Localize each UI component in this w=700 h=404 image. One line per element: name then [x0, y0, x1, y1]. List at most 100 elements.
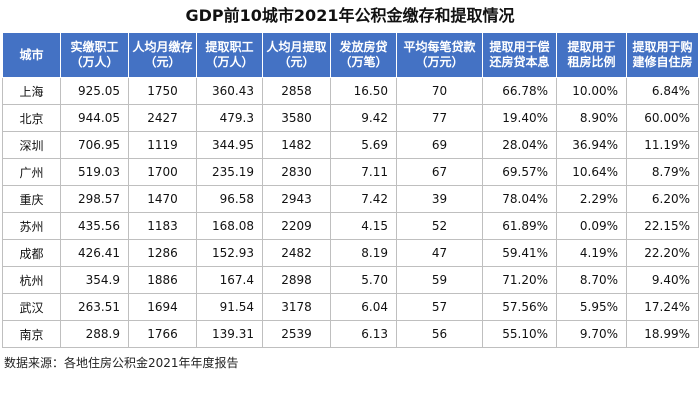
city-cell: 成都 [2, 239, 61, 267]
table-cell: 925.05 [60, 77, 129, 105]
table-cell: 60.00% [626, 104, 699, 132]
table-cell: 39 [396, 185, 483, 213]
table-cell: 70 [396, 77, 483, 105]
table-cell: 1694 [128, 293, 197, 321]
table-cell: 47 [396, 239, 483, 267]
table-cell: 96.58 [196, 185, 263, 213]
column-header: 城市 [2, 32, 61, 78]
table-cell: 3580 [262, 104, 331, 132]
table-cell: 11.19% [626, 131, 699, 159]
table-cell: 3178 [262, 293, 331, 321]
table-row: 苏州 435.56 1183 168.08 2209 4.15 52 61.89% 0.09% 2… [2, 212, 699, 240]
table-cell: 2427 [128, 104, 197, 132]
table-cell: 59.41% [482, 239, 557, 267]
table-cell: 139.31 [196, 320, 263, 348]
table-cell: 1750 [128, 77, 197, 105]
table-cell: 69 [396, 131, 483, 159]
column-header: 人均月提取 （元） [262, 32, 331, 78]
data-source-note: 数据来源：各地住房公积金2021年年度报告 [4, 356, 239, 370]
table-row: 广州 519.03 1700 235.19 2830 7.11 67 69.57% 10.64%… [2, 158, 699, 186]
table-cell: 344.95 [196, 131, 263, 159]
table-cell: 1700 [128, 158, 197, 186]
table-cell: 71.20% [482, 266, 557, 294]
table-header-row: 城市 实缴职工 （万人） 人均月缴存 （元） 提取职工 （万人） 人均月提取 （… [2, 32, 699, 78]
table-cell: 78.04% [482, 185, 557, 213]
table-body: 上海 925.05 1750 360.43 2858 16.50 70 66.78% 10.00… [2, 77, 699, 348]
table-cell: 360.43 [196, 77, 263, 105]
city-cell: 南京 [2, 320, 61, 348]
city-cell: 深圳 [2, 131, 61, 159]
column-header: 实缴职工 （万人） [60, 32, 129, 78]
table-cell: 4.19% [556, 239, 627, 267]
table-cell: 2858 [262, 77, 331, 105]
table-cell: 0.09% [556, 212, 627, 240]
table-cell: 9.40% [626, 266, 699, 294]
table-cell: 519.03 [60, 158, 129, 186]
table-cell: 7.11 [330, 158, 397, 186]
page-title: GDP前10城市2021年公积金缴存和提取情况 [185, 6, 515, 25]
table-cell: 8.70% [556, 266, 627, 294]
table-row: 成都 426.41 1286 152.93 2482 8.19 47 59.41% 4.19% 2… [2, 239, 699, 267]
table-cell: 1119 [128, 131, 197, 159]
table-cell: 22.20% [626, 239, 699, 267]
table-cell: 2898 [262, 266, 331, 294]
table-cell: 6.13 [330, 320, 397, 348]
table-cell: 2482 [262, 239, 331, 267]
city-cell: 杭州 [2, 266, 61, 294]
table-cell: 1766 [128, 320, 197, 348]
table-cell: 22.15% [626, 212, 699, 240]
table-cell: 9.42 [330, 104, 397, 132]
table-cell: 91.54 [196, 293, 263, 321]
table-cell: 10.00% [556, 77, 627, 105]
table-cell: 5.95% [556, 293, 627, 321]
table-cell: 1886 [128, 266, 197, 294]
city-cell: 广州 [2, 158, 61, 186]
table-cell: 8.90% [556, 104, 627, 132]
table-cell: 479.3 [196, 104, 263, 132]
city-cell: 苏州 [2, 212, 61, 240]
table-cell: 7.42 [330, 185, 397, 213]
table-cell: 2209 [262, 212, 331, 240]
column-header: 发放房贷 （万笔） [330, 32, 397, 78]
table-cell: 2.29% [556, 185, 627, 213]
table-cell: 168.08 [196, 212, 263, 240]
table-cell: 66.78% [482, 77, 557, 105]
table-cell: 944.05 [60, 104, 129, 132]
table-cell: 5.69 [330, 131, 397, 159]
table-row: 杭州 354.9 1886 167.4 2898 5.70 59 71.20% 8.70% 9.4… [2, 266, 699, 294]
table-cell: 19.40% [482, 104, 557, 132]
table-cell: 1470 [128, 185, 197, 213]
table-cell: 706.95 [60, 131, 129, 159]
table-cell: 8.79% [626, 158, 699, 186]
table-row: 重庆 298.57 1470 96.58 2943 7.42 39 78.04% 2.29% 6.… [2, 185, 699, 213]
table-cell: 5.70 [330, 266, 397, 294]
column-header: 提取用于 租房比例 [556, 32, 627, 78]
table-cell: 36.94% [556, 131, 627, 159]
table-row: 南京 288.9 1766 139.31 2539 6.13 56 55.10% 9.70% 18… [2, 320, 699, 348]
table-cell: 69.57% [482, 158, 557, 186]
table-cell: 61.89% [482, 212, 557, 240]
column-header: 提取用于偿 还房贷本息 [482, 32, 557, 78]
table-cell: 6.20% [626, 185, 699, 213]
city-cell: 北京 [2, 104, 61, 132]
table-cell: 55.10% [482, 320, 557, 348]
table-cell: 2943 [262, 185, 331, 213]
table-cell: 354.9 [60, 266, 129, 294]
table-cell: 263.51 [60, 293, 129, 321]
table-row: 深圳 706.95 1119 344.95 1482 5.69 69 28.04% 36.94%… [2, 131, 699, 159]
table-cell: 152.93 [196, 239, 263, 267]
table-cell: 288.9 [60, 320, 129, 348]
city-cell: 武汉 [2, 293, 61, 321]
table-cell: 1183 [128, 212, 197, 240]
table-cell: 77 [396, 104, 483, 132]
table-cell: 16.50 [330, 77, 397, 105]
city-cell: 重庆 [2, 185, 61, 213]
table-row: 北京 944.05 2427 479.3 3580 9.42 77 19.40% 8.90% 60… [2, 104, 699, 132]
table-cell: 57 [396, 293, 483, 321]
table-cell: 57.56% [482, 293, 557, 321]
city-cell: 上海 [2, 77, 61, 105]
column-header: 提取用于购 建修自住房 [626, 32, 699, 78]
table-cell: 28.04% [482, 131, 557, 159]
table-row: 上海 925.05 1750 360.43 2858 16.50 70 66.78% 10.00… [2, 77, 699, 105]
table-cell: 6.04 [330, 293, 397, 321]
